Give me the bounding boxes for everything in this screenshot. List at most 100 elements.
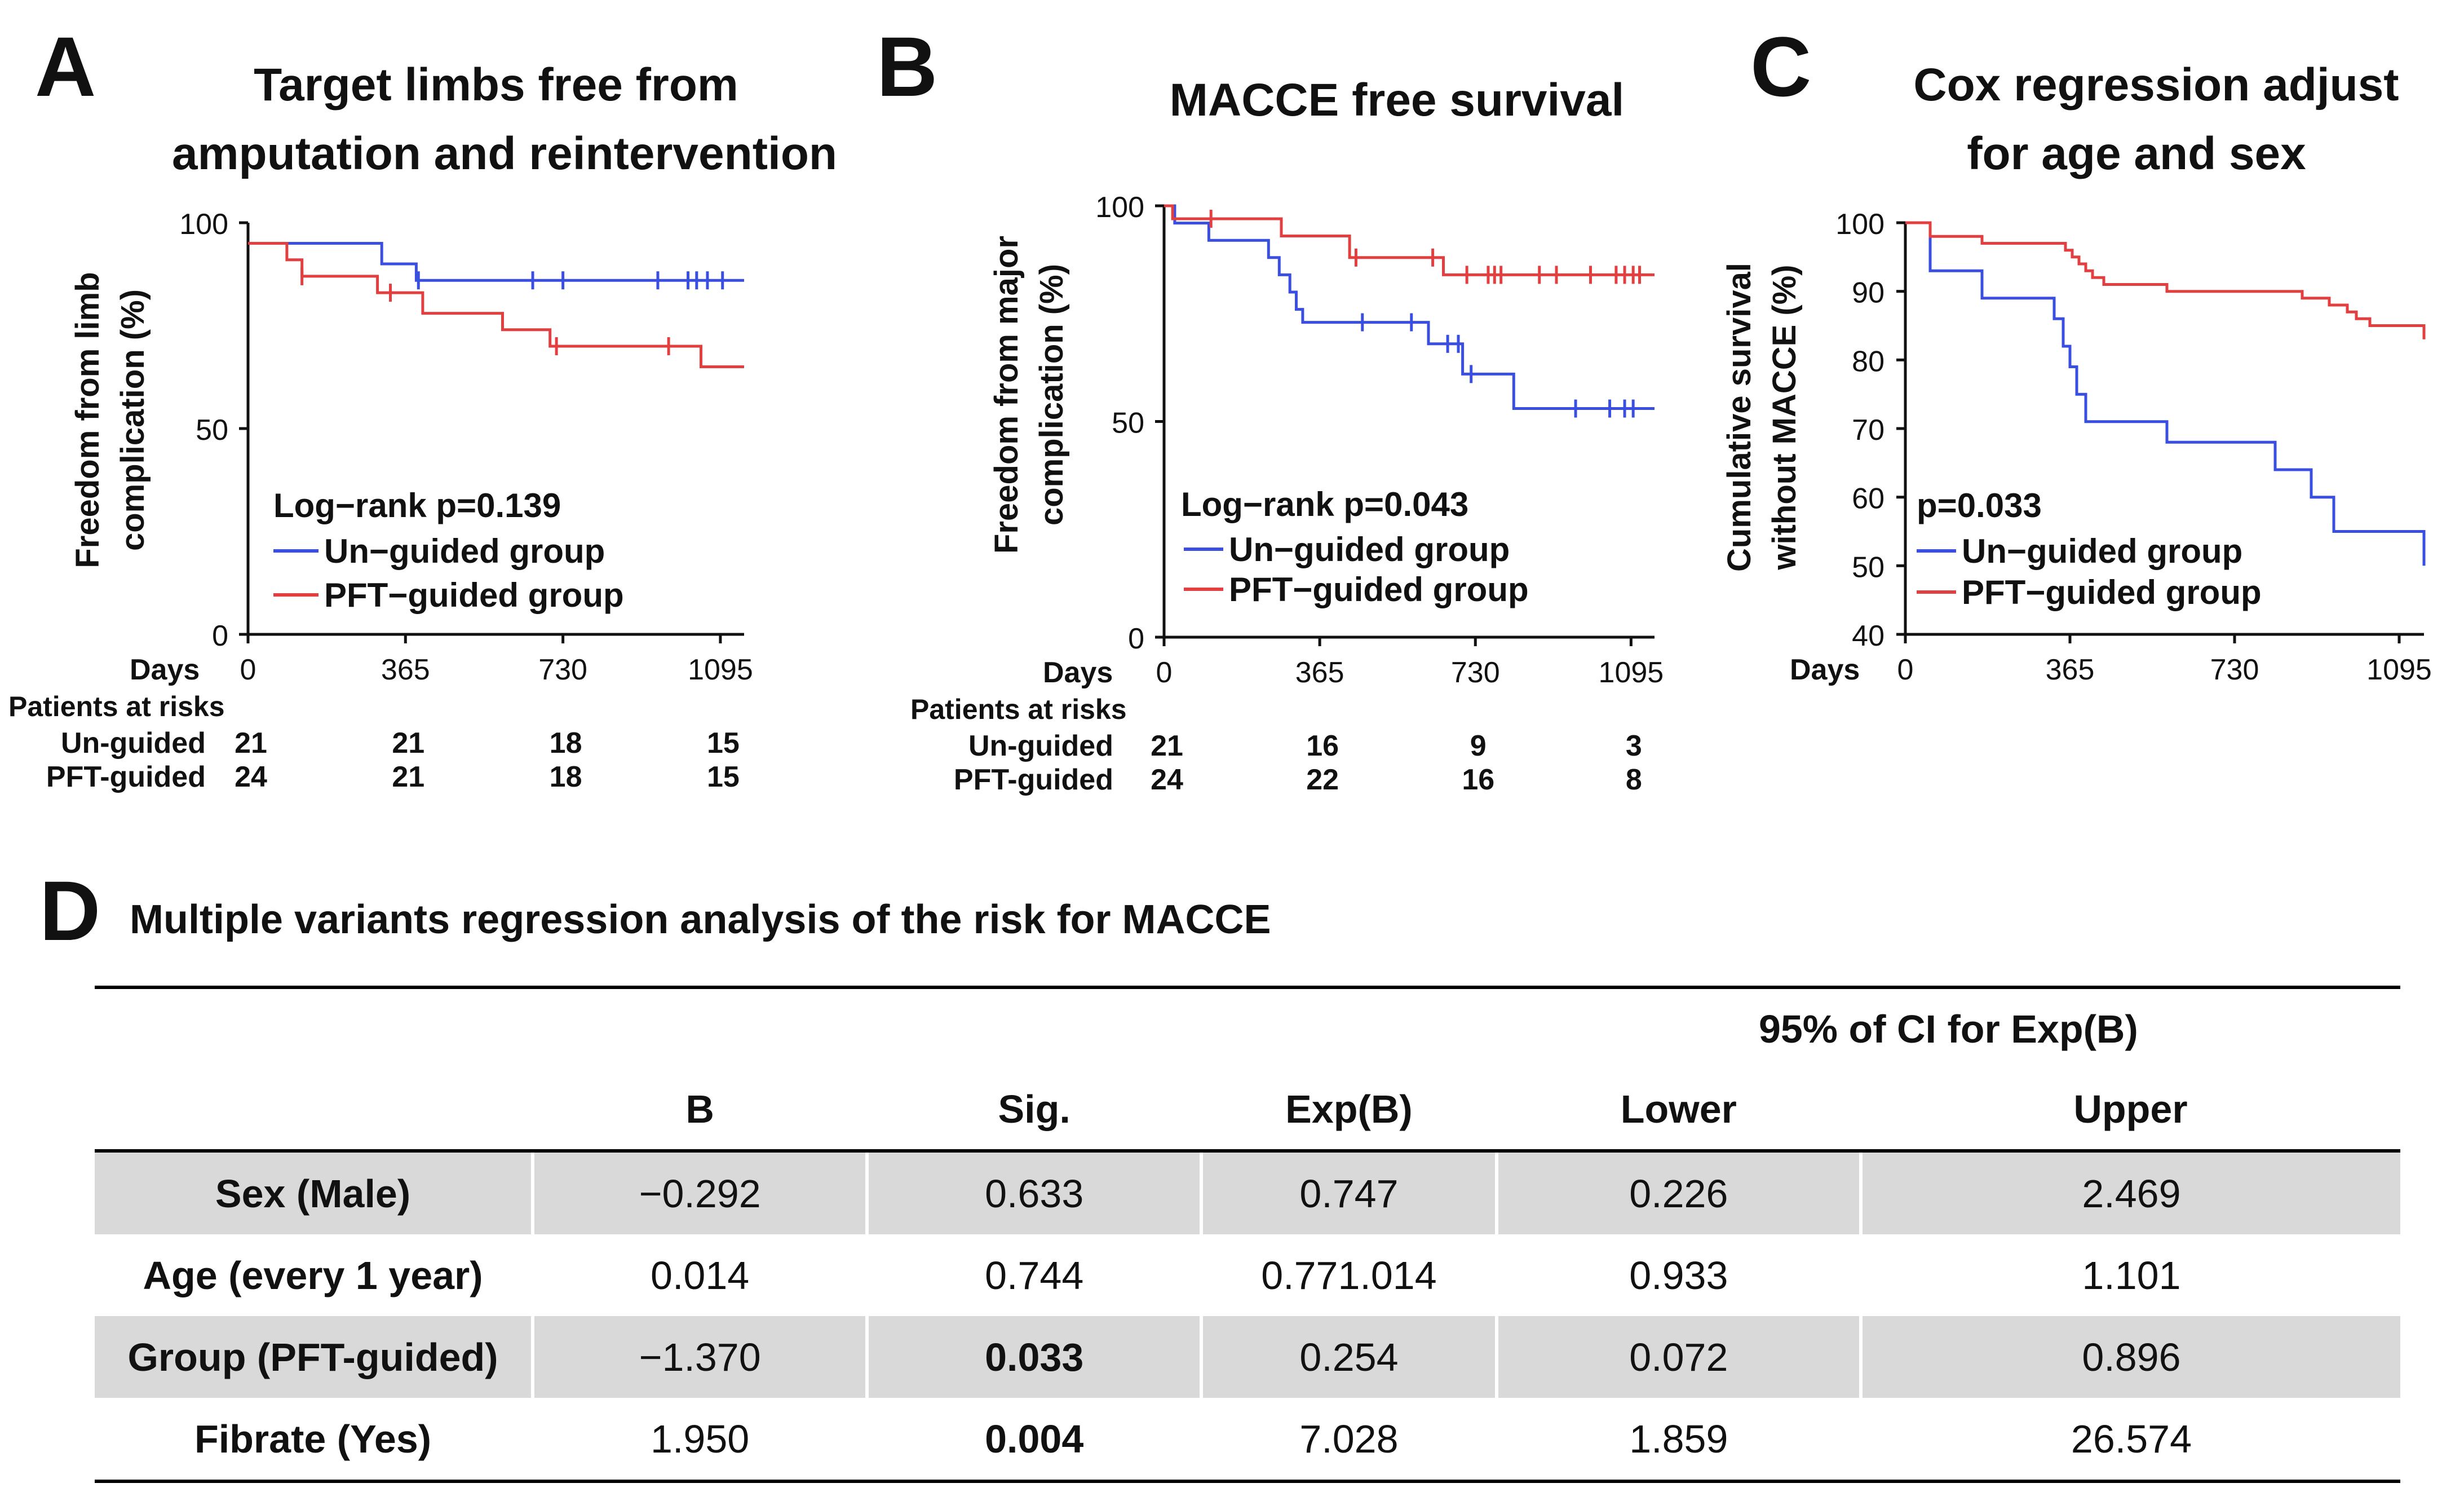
panel-c-title-line1: Cox regression adjust	[1913, 59, 2399, 111]
panel-a-ylabel-line2: complication (%)	[114, 289, 151, 551]
y-tick-label: 0	[212, 620, 228, 652]
x-axis-label: Days	[130, 654, 200, 686]
cell-sig: 0.004	[865, 1398, 1202, 1483]
risk-count: 15	[707, 727, 740, 760]
panel-c-plot: 40 50 60 70 80 90 100 0 365 730 1095 Days	[1790, 208, 2432, 686]
y-tick-label: 70	[1852, 414, 1885, 447]
risk-count: 16	[1306, 730, 1339, 762]
regression-table: 95% of CI for Exp(B) B Sig. Exp(B) Lower…	[95, 986, 2400, 1483]
x-tick-label: 365	[381, 654, 430, 686]
table-row: Group (PFT-guided) −1.370 0.033 0.254 0.…	[95, 1316, 2400, 1398]
risk-count: 8	[1626, 763, 1642, 796]
table-row: Sex (Male) −0.292 0.633 0.747 0.226 2.46…	[95, 1151, 2400, 1234]
risk-count: 21	[1151, 730, 1183, 762]
cell-exp: 0.747	[1200, 1151, 1497, 1234]
panel-c-legend-pft-guided: PFT−guided group	[1962, 573, 2262, 611]
risk-count: 9	[1470, 730, 1487, 762]
panel-b-annotation: Log−rank p=0.043	[1181, 485, 1468, 523]
cell-lower: 0.933	[1494, 1234, 1861, 1316]
x-tick-label: 1095	[1599, 656, 1664, 689]
y-tick-label: 100	[1835, 208, 1885, 241]
panel-a-legend-pft-guided: PFT−guided group	[324, 576, 624, 614]
cell-lower: 0.072	[1494, 1316, 1861, 1398]
panel-b-ylabel-line1: Freedom from major	[988, 236, 1025, 554]
risk-row-label: PFT-guided	[954, 763, 1113, 796]
risk-count: 16	[1462, 763, 1494, 796]
risk-table-title: Patients at risks	[910, 694, 1127, 725]
header-spacer-exp	[1201, 986, 1497, 1069]
panel-a: A Target limbs free from amputation and …	[8, 19, 837, 793]
risk-count: 3	[1626, 730, 1642, 762]
y-tick-label: 40	[1852, 620, 1885, 652]
y-tick-label: 60	[1852, 483, 1885, 515]
x-tick-label: 0	[1897, 654, 1914, 686]
table-row: Fibrate (Yes) 1.950 0.004 7.028 1.859 26…	[95, 1398, 2400, 1483]
cell-exp: 0.254	[1200, 1316, 1497, 1398]
series-line-un-guided	[1905, 221, 2426, 566]
panel-b-legend-un-guided: Un−guided group	[1229, 531, 1510, 568]
table-row: Age (every 1 year) 0.014 0.744 0.771.014…	[95, 1234, 2400, 1316]
risk-table-title: Patients at risks	[8, 691, 225, 722]
risk-count: 15	[707, 761, 740, 793]
panel-b-legend: Un−guided group PFT−guided group	[1184, 531, 1529, 608]
y-tick-label: 0	[1128, 623, 1144, 655]
risk-count: 18	[550, 761, 582, 793]
panel-b-ylabel-line2: complication (%)	[1033, 264, 1070, 526]
x-tick-label: 730	[1451, 656, 1500, 689]
x-tick-label: 365	[2046, 654, 2095, 686]
x-tick-label: 730	[2210, 654, 2259, 686]
x-tick-label: 1095	[688, 654, 753, 686]
risk-count: 21	[392, 727, 424, 760]
header-sig: Sig.	[867, 1069, 1202, 1153]
header-spacer	[95, 986, 533, 1069]
panel-a-legend-un-guided: Un−guided group	[324, 532, 605, 570]
panel-letter-a: A	[35, 19, 96, 114]
header-upper: Upper	[1860, 1069, 2400, 1153]
x-axis-label: Days	[1043, 656, 1113, 689]
risk-count: 18	[550, 727, 582, 760]
panel-c-ylabel-line2: without MACCE (%)	[1766, 264, 1803, 570]
cell-sig: 0.633	[865, 1151, 1202, 1234]
y-tick-label: 100	[1095, 191, 1144, 224]
risk-count: 21	[392, 761, 424, 793]
panel-letter-c: C	[1750, 19, 1811, 114]
header-spacer-b	[533, 986, 868, 1069]
survival-charts: A Target limbs free from amputation and …	[8, 19, 2432, 796]
panel-a-plot: 0 50 100 0 365 730 1095 Days	[130, 208, 753, 686]
panel-a-title-line2: amputation and reintervention	[172, 128, 837, 179]
cell-b: −1.370	[531, 1316, 868, 1398]
y-tick-label: 100	[179, 208, 228, 241]
y-tick-label: 80	[1852, 345, 1885, 378]
header-spacer-sig	[867, 986, 1202, 1069]
panel-c-annotation: p=0.033	[1917, 487, 2042, 524]
panel-b: B MACCE free survival Freedom from major…	[877, 19, 1664, 796]
y-tick-label: 50	[1852, 551, 1885, 584]
panel-c: C Cox regression adjust for age and sex …	[1721, 19, 2432, 686]
cell-sig: 0.033	[865, 1316, 1202, 1398]
panel-b-legend-pft-guided: PFT−guided group	[1229, 571, 1529, 608]
cell-lower: 1.859	[1494, 1398, 1861, 1483]
panel-letter-d: D	[39, 863, 101, 958]
series-line-pft-guided	[1164, 204, 1655, 276]
x-tick-label: 1095	[2366, 654, 2432, 686]
header-label-spacer	[95, 1069, 533, 1153]
risk-count: 24	[1151, 763, 1183, 796]
y-tick-label: 50	[1112, 407, 1144, 440]
panel-b-plot: 0 50 100 0 365 730 1095 Days	[1043, 191, 1664, 689]
cell-upper: 26.574	[1859, 1398, 2400, 1483]
panel-c-title-line2: for age and sex	[1967, 128, 2306, 179]
y-tick-label: 50	[196, 414, 228, 447]
cell-upper: 2.469	[1859, 1151, 2400, 1234]
x-tick-label: 365	[1295, 656, 1344, 689]
header-exp-b: Exp(B)	[1201, 1069, 1497, 1153]
series-line-pft-guided	[248, 242, 744, 368]
cell-exp: 7.028	[1200, 1398, 1497, 1483]
row-label: Fibrate (Yes)	[95, 1398, 533, 1483]
row-label: Group (PFT-guided)	[95, 1316, 533, 1398]
risk-row-label: PFT-guided	[46, 761, 206, 793]
header-lower: Lower	[1496, 1069, 1861, 1153]
series-line-un-guided	[248, 242, 744, 282]
cell-sig: 0.744	[865, 1234, 1202, 1316]
